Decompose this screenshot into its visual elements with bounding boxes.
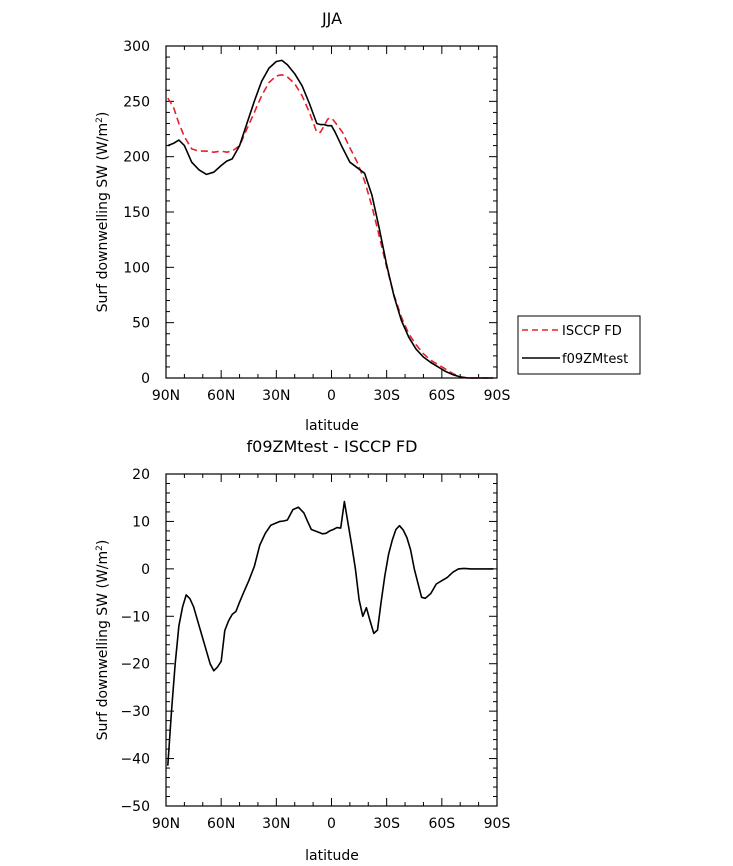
bottom-chart-y-tick-label: −10 [120, 609, 150, 625]
bottom-chart-y-tick-label: 20 [132, 467, 150, 483]
top-chart-x-tick-label: 90S [484, 388, 511, 404]
bottom-chart-x-tick-label: 60N [207, 816, 235, 832]
top-chart-y-tick-label: 50 [132, 316, 150, 332]
bottom-chart-y-tick-label: −40 [120, 752, 150, 768]
bottom-chart-x-tick-label: 30S [373, 816, 400, 832]
top-chart-y-tick-label: 300 [123, 39, 150, 55]
bottom-chart-y-tick-label: −30 [120, 704, 150, 720]
bottom-chart-plot-frame [165, 473, 498, 807]
bottom-chart-x-tick-label: 90S [484, 816, 511, 832]
top-chart-x-tick-label: 30N [262, 388, 290, 404]
top-chart-panel: JJA latitude Surf downwelling SW (W/m2) … [95, 9, 510, 434]
top-chart-y-tick-label: 200 [123, 150, 150, 166]
top-chart-x-tick-label: 60N [207, 388, 235, 404]
top-chart-plot-frame [165, 45, 498, 379]
bottom-chart-y-tick-label: −20 [120, 657, 150, 673]
top-chart-x-axis-label: latitude [305, 418, 359, 434]
legend-label-f09zmtest: f09ZMtest [562, 352, 628, 367]
legend-label-isccp-fd: ISCCP FD [562, 324, 622, 339]
top-chart-y-axis-label: Surf downwelling SW (W/m2) [95, 112, 111, 313]
bottom-chart-y-tick-label: 0 [141, 562, 150, 578]
bottom-chart-x-tick-label: 30N [262, 816, 290, 832]
top-chart-series-f09zmtest [167, 59, 494, 379]
top-chart-series-isccp-fd [167, 74, 494, 379]
bottom-chart-series-line0 [167, 500, 494, 766]
top-chart-y-tick-label: 0 [141, 371, 150, 387]
top-chart-x-tick-label: 60S [428, 388, 455, 404]
bottom-chart-x-tick-label: 60S [428, 816, 455, 832]
bottom-chart-x-tick-label: 90N [152, 816, 180, 832]
top-chart-y-tick-label: 150 [123, 205, 150, 221]
bottom-chart-title: f09ZMtest - ISCCP FD [247, 437, 418, 456]
bottom-chart-y-tick-label: −50 [120, 799, 150, 815]
bottom-chart-panel: f09ZMtest - ISCCP FD latitude Surf downw… [95, 437, 510, 864]
bottom-chart-x-tick-label: 0 [327, 816, 336, 832]
top-chart-title: JJA [321, 9, 342, 28]
top-chart-x-tick-label: 0 [327, 388, 336, 404]
top-chart-x-tick-label: 30S [373, 388, 400, 404]
top-chart-x-tick-label: 90N [152, 388, 180, 404]
bottom-chart-y-tick-label: 10 [132, 514, 150, 530]
bottom-chart-y-axis-label: Surf downwelling SW (W/m2) [95, 540, 111, 741]
legend-box [517, 315, 641, 375]
top-chart-y-tick-label: 100 [123, 260, 150, 276]
legend: ISCCP FD f09ZMtest [517, 315, 641, 375]
bottom-chart-x-axis-label: latitude [305, 848, 359, 864]
top-chart-y-tick-label: 250 [123, 94, 150, 110]
